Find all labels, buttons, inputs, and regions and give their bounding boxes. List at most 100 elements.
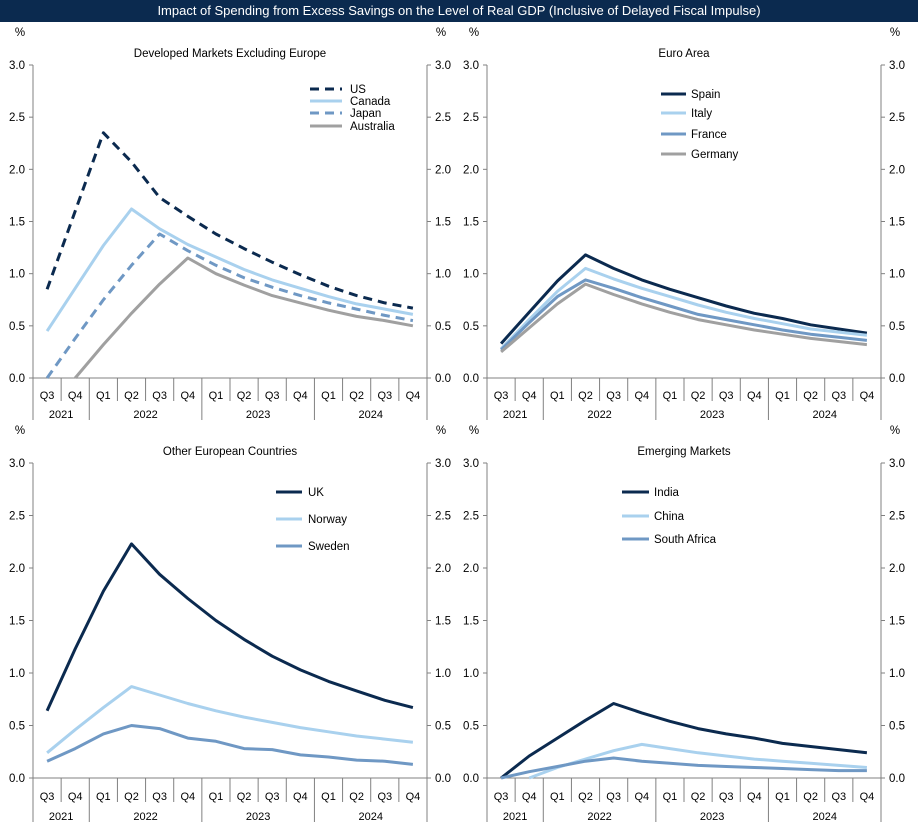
x-tick-quarter: Q2 <box>349 791 364 803</box>
x-tick-quarter: Q1 <box>209 390 224 402</box>
y-tick-label-right: 2.0 <box>889 164 905 176</box>
x-tick-quarter: Q3 <box>719 791 734 803</box>
y-tick-label-left: 2.0 <box>9 164 25 176</box>
x-tick-quarter: Q3 <box>40 390 55 402</box>
y-tick-label-left: 2.5 <box>463 511 479 523</box>
legend-label: South Africa <box>654 534 717 546</box>
x-tick-quarter: Q1 <box>775 390 790 402</box>
y-tick-label-left: 2.0 <box>9 563 25 575</box>
series-line-india <box>500 702 868 780</box>
x-tick-year: 2022 <box>133 409 157 421</box>
y-tick-label-left: 2.5 <box>9 511 25 523</box>
y-tick-label-left: 2.5 <box>463 112 479 124</box>
figure-title: Impact of Spending from Excess Savings o… <box>0 0 918 22</box>
series-line-sweden <box>46 724 414 766</box>
series-line-france <box>500 278 868 351</box>
y-tick-label-right: 1.0 <box>889 269 905 281</box>
y-tick-label-left: 3.0 <box>463 458 479 470</box>
y-tick-label-left: 0.0 <box>463 773 479 785</box>
x-tick-quarter: Q3 <box>606 390 621 402</box>
x-tick-quarter: Q3 <box>377 791 392 803</box>
y-unit-left: % <box>469 425 479 437</box>
x-tick-quarter: Q4 <box>522 791 537 803</box>
x-tick-quarter: Q4 <box>180 390 195 402</box>
x-tick-quarter: Q1 <box>96 390 111 402</box>
panel-developed-markets: Developed Markets Excluding Europe% % 0.0 0… <box>9 27 451 421</box>
legend-label: Italy <box>691 108 712 120</box>
x-tick-quarter: Q4 <box>634 390 649 402</box>
y-tick-label-left: 2.0 <box>463 164 479 176</box>
x-tick-quarter: Q1 <box>550 390 565 402</box>
x-tick-quarter: Q4 <box>293 791 308 803</box>
x-tick-quarter: Q2 <box>237 390 252 402</box>
x-tick-year: 2024 <box>358 811 382 823</box>
y-tick-label-right: 1.5 <box>435 616 451 628</box>
x-tick-quarter: Q3 <box>265 390 280 402</box>
y-tick-label-left: 0.0 <box>9 773 25 785</box>
x-tick-year: 2023 <box>246 811 270 823</box>
y-tick-label-left: 1.5 <box>463 217 479 229</box>
y-unit-left: % <box>469 27 479 39</box>
x-tick-quarter: Q3 <box>265 791 280 803</box>
x-tick-quarter: Q4 <box>634 791 649 803</box>
x-tick-quarter: Q3 <box>377 390 392 402</box>
series-line-australia <box>74 256 414 379</box>
legend-label: Canada <box>350 96 391 108</box>
x-tick-quarter: Q2 <box>578 390 593 402</box>
y-tick-label-left: 1.5 <box>9 616 25 628</box>
y-unit-right: % <box>436 27 446 39</box>
series-line-us <box>45 131 414 310</box>
x-tick-quarter: Q2 <box>237 791 252 803</box>
series-line-china <box>528 742 868 780</box>
y-tick-label-right: 0.0 <box>435 373 451 385</box>
x-tick-quarter: Q2 <box>124 390 139 402</box>
y-tick-label-right: 0.5 <box>435 321 451 333</box>
x-tick-quarter: Q1 <box>550 791 565 803</box>
y-tick-label-right: 0.0 <box>889 373 905 385</box>
x-tick-quarter: Q4 <box>522 390 537 402</box>
series-line-germany <box>500 282 868 354</box>
x-tick-year: 2022 <box>133 811 157 823</box>
x-tick-year: 2023 <box>700 409 724 421</box>
y-tick-label-left: 1.0 <box>463 269 479 281</box>
y-tick-label-right: 3.0 <box>889 458 905 470</box>
y-tick-label-right: 1.0 <box>435 269 451 281</box>
x-tick-quarter: Q4 <box>406 791 421 803</box>
legend-label: India <box>654 487 680 499</box>
panel-emerging-markets: Emerging Markets% % 0.0 0.0 0.5 0.5 1.0 1.0 1.5 1… <box>463 425 905 823</box>
y-tick-label-left: 0.5 <box>463 321 479 333</box>
series-line-uk <box>45 542 414 712</box>
panel-title: Developed Markets Excluding Europe <box>134 48 326 60</box>
x-tick-year: 2024 <box>358 409 382 421</box>
x-tick-quarter: Q2 <box>124 791 139 803</box>
y-tick-label-left: 0.0 <box>463 373 479 385</box>
y-tick-label-left: 0.5 <box>9 321 25 333</box>
x-tick-year: 2021 <box>503 409 527 421</box>
y-tick-label-right: 0.0 <box>889 773 905 785</box>
series-line-japan <box>45 232 414 379</box>
y-tick-label-left: 3.0 <box>463 60 479 72</box>
y-tick-label-left: 0.5 <box>9 721 25 733</box>
y-tick-label-right: 2.0 <box>889 563 905 575</box>
x-tick-quarter: Q2 <box>691 791 706 803</box>
x-tick-quarter: Q1 <box>663 390 678 402</box>
legend-label: China <box>654 511 685 523</box>
panel-euro-area: Euro Area% % 0.0 0.0 0.5 0.5 1.0 1.0 1.5 1.5 2.0 2.… <box>463 27 905 421</box>
panel-other-european: Other European Countries% % 0.0 0.0 0.5 0.5 1.… <box>9 425 451 823</box>
panel-title: Euro Area <box>658 48 710 60</box>
y-tick-label-right: 2.5 <box>889 112 905 124</box>
y-tick-label-right: 1.5 <box>889 217 905 229</box>
y-tick-label-right: 0.0 <box>435 773 451 785</box>
x-tick-year: 2021 <box>503 811 527 823</box>
y-tick-label-left: 3.0 <box>9 458 25 470</box>
x-tick-quarter: Q4 <box>860 390 875 402</box>
y-tick-label-right: 1.5 <box>435 217 451 229</box>
x-tick-quarter: Q2 <box>803 791 818 803</box>
x-tick-quarter: Q3 <box>606 791 621 803</box>
x-tick-quarter: Q2 <box>578 791 593 803</box>
y-tick-label-left: 3.0 <box>9 60 25 72</box>
x-tick-quarter: Q4 <box>406 390 421 402</box>
y-tick-label-left: 1.0 <box>9 269 25 281</box>
x-tick-quarter: Q4 <box>860 791 875 803</box>
y-tick-label-left: 1.5 <box>9 217 25 229</box>
